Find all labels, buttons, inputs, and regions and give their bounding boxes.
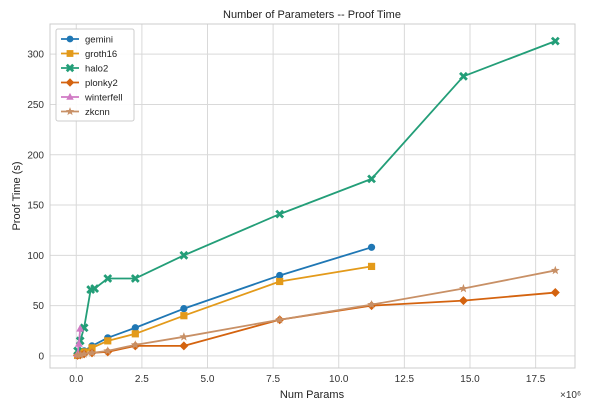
data-point-winterfell [76,324,85,332]
legend-marker [66,50,74,57]
legend-marker [65,63,75,73]
legend-label: plonky2 [85,78,118,89]
x-tick-label: 2.5 [135,374,149,385]
data-point-halo2 [275,209,285,219]
legend-item-halo2: halo2 [61,64,108,75]
data-point-zkcnn [103,346,113,355]
series-line-halo2 [76,40,556,352]
y-tick-label: 200 [27,150,44,161]
series-halo2 [73,36,560,356]
data-point-zkcnn [458,283,468,293]
x-axis-scale-label: ×10⁶ [560,390,581,401]
series-zkcnn [73,265,560,360]
data-point-zkcnn [275,315,285,324]
plot-frame [49,23,576,369]
x-tick-label: 0.0 [69,374,83,385]
x-tick-label: 15.0 [460,374,480,385]
legend-marker [66,35,74,43]
y-tick-label: 250 [27,100,44,111]
series-line-zkcnn [77,269,556,357]
data-point-halo2 [459,71,468,81]
legend-label: winterfell [84,93,123,104]
data-point-groth16 [276,277,284,286]
data-point-zkcnn [550,265,560,275]
data-point-gemini [367,243,376,251]
tick-labels: 0.0 2.5 5.0 7.5 10.0 12.5 15.0 17.5 0 50 100 150 200… [27,50,545,385]
y-tick-label: 100 [27,251,44,262]
legend-item-gemini: gemini [61,35,113,46]
legend-box [55,28,135,122]
data-point-halo2 [367,174,376,184]
data-point-halo2 [103,274,113,283]
series-line-groth16 [77,265,372,357]
x-tick-label: 10.0 [329,374,349,385]
series-line-plonky2 [77,291,556,357]
grid [50,24,575,368]
legend-item-groth16: groth16 [61,49,117,60]
y-tick-label: 150 [27,201,44,212]
legend-item-winterfell: winterfell [61,93,123,104]
data-point-halo2 [179,250,189,260]
x-tick-label: 7.5 [266,374,280,385]
x-axis-label: Num Params [280,389,345,401]
x-tick-label: 12.5 [395,374,415,385]
data-point-gemini [180,305,188,313]
data-point-halo2 [90,284,100,293]
data-point-winterfell [74,339,83,347]
y-tick-label: 0 [38,351,44,362]
data-point-plonky2 [458,296,468,306]
data-point-zkcnn [130,340,140,349]
data-point-zkcnn [73,350,83,360]
y-axis-label: Proof Time (s) [11,161,23,230]
legend-marker [65,107,75,116]
data-point-groth16 [180,312,188,320]
data-point-groth16 [131,330,139,338]
y-tick-label: 300 [27,50,44,61]
data-point-zkcnn [179,332,189,341]
data-point-zkcnn [367,299,377,309]
data-point-halo2 [550,36,560,46]
series-layer [73,36,560,360]
legend-item-zkcnn: zkcnn [61,107,110,118]
legend-label: halo2 [85,64,108,75]
data-point-gemini [131,324,139,332]
data-point-groth16 [104,337,112,345]
data-point-zkcnn [75,350,85,359]
data-point-plonky2 [550,288,560,298]
legend-marker [65,78,75,87]
chart-title: Number of Parameters -- Proof Time [223,9,401,21]
data-point-groth16 [88,344,96,352]
data-point-zkcnn [79,349,89,358]
x-tick-label: 5.0 [201,374,215,385]
y-tick-label: 50 [33,301,45,312]
data-point-zkcnn [87,348,97,357]
legend-item-plonky2: plonky2 [61,78,118,89]
data-point-groth16 [367,262,376,271]
legend-marker [66,92,74,100]
legend-label: gemini [85,35,113,46]
data-point-plonky2 [179,341,189,351]
data-point-halo2 [130,274,140,283]
legend-label: zkcnn [85,107,110,118]
legend: gemini groth16 halo2 plonky2 winterfell zkcnn [55,28,135,122]
x-tick-label: 17.5 [526,374,546,385]
data-point-gemini [276,271,284,280]
legend-label: groth16 [85,49,117,60]
